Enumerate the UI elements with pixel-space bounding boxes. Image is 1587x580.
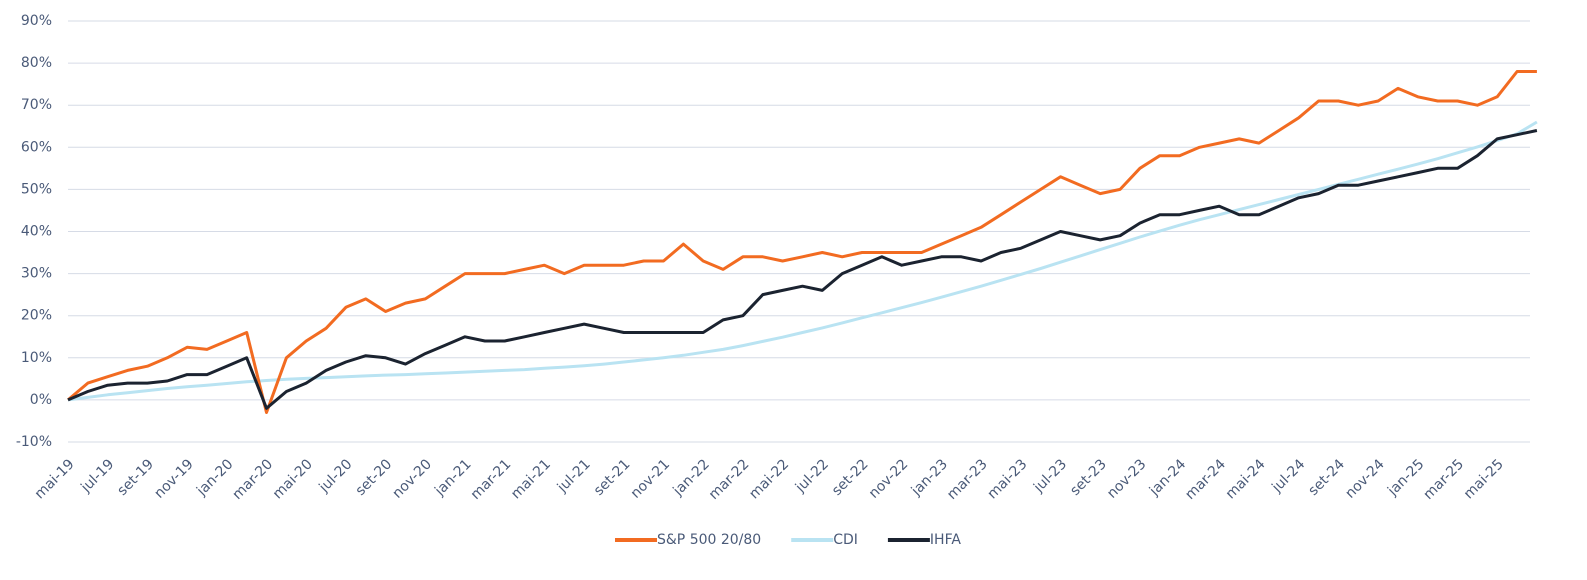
series-line <box>67 129 1538 410</box>
x-tick-label: set-19 <box>114 456 157 499</box>
x-tick-label: set-21 <box>591 456 634 499</box>
x-tick-label: mar-24 <box>1182 456 1229 503</box>
y-tick-label: 40% <box>21 224 52 240</box>
x-tick-label: mai-20 <box>270 456 316 502</box>
x-tick-label: mai-21 <box>508 456 554 502</box>
x-tick-label: jul-19 <box>77 456 117 496</box>
x-tick-label: mai-22 <box>746 456 792 502</box>
x-tick-label: nov-22 <box>866 456 911 501</box>
y-tick-label: 60% <box>21 139 52 155</box>
y-tick-label: 10% <box>21 350 52 366</box>
y-tick-label: 50% <box>21 181 52 197</box>
y-tick-label: -10% <box>16 434 52 450</box>
x-tick-label: nov-24 <box>1342 456 1387 501</box>
y-tick-label: 70% <box>21 97 52 113</box>
x-tick-label: mai-23 <box>985 456 1031 502</box>
x-tick-label: jul-24 <box>1268 456 1308 496</box>
x-tick-label: set-24 <box>1305 456 1348 499</box>
y-tick-label: 90% <box>21 13 52 29</box>
series-line <box>67 70 1537 414</box>
x-tick-label: mar-25 <box>1421 456 1468 503</box>
x-tick-label: set-23 <box>1067 456 1110 499</box>
y-tick-label: 30% <box>21 266 52 282</box>
x-tick-label: nov-20 <box>390 456 435 501</box>
x-tick-label: jul-22 <box>792 456 832 496</box>
x-tick-label: mai-25 <box>1461 456 1507 502</box>
x-tick-label: jul-20 <box>316 456 356 496</box>
x-tick-label: mai-24 <box>1223 456 1269 502</box>
x-tick-label: nov-23 <box>1104 456 1149 501</box>
x-tick-label: mai-19 <box>32 456 78 502</box>
y-tick-label: 0% <box>30 392 52 408</box>
y-tick-label: 20% <box>21 308 52 324</box>
x-tick-label: mar-21 <box>468 456 515 503</box>
legend-label: CDI <box>833 532 858 548</box>
x-tick-label: nov-21 <box>628 456 673 501</box>
x-tick-label: mar-20 <box>230 456 277 503</box>
x-tick-label: set-22 <box>829 456 872 499</box>
x-tick-label: mar-23 <box>944 456 991 503</box>
x-tick-label: jul-21 <box>554 456 594 496</box>
x-tick-label: set-20 <box>353 456 396 499</box>
legend-label: S&P 500 20/80 <box>657 532 761 548</box>
x-tick-label: nov-19 <box>151 456 196 501</box>
y-tick-label: 80% <box>21 55 52 71</box>
legend-label: IHFA <box>930 532 961 548</box>
x-tick-label: mar-22 <box>706 456 753 503</box>
x-tick-label: jul-23 <box>1030 456 1070 496</box>
